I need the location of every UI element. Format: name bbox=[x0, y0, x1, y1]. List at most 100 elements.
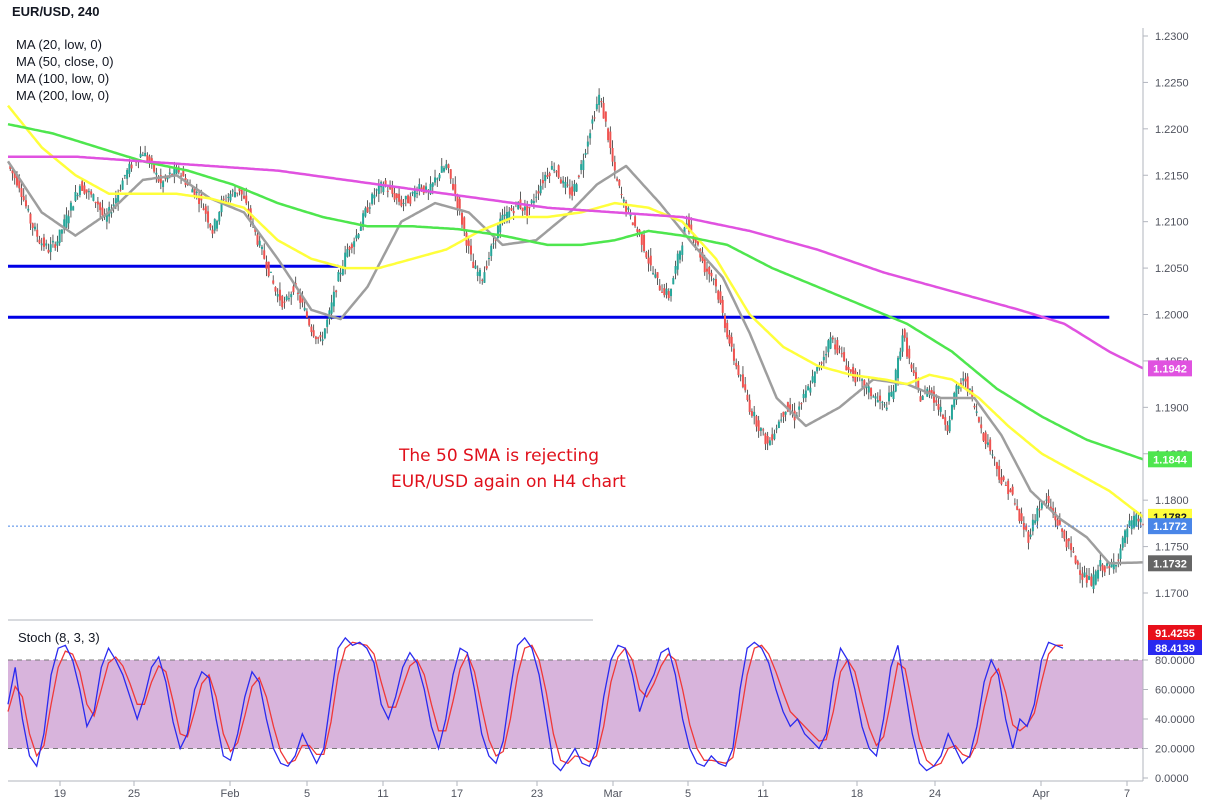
candle-body bbox=[843, 352, 846, 362]
candle-body bbox=[1074, 555, 1077, 564]
candle-body bbox=[672, 278, 675, 285]
candle-body bbox=[472, 261, 475, 268]
price-badge-label: 1.1732 bbox=[1153, 558, 1187, 570]
candle-body bbox=[807, 386, 810, 391]
candle-body bbox=[890, 392, 893, 397]
candle-body bbox=[341, 266, 344, 275]
candle-body bbox=[726, 322, 729, 338]
candle-body bbox=[604, 111, 607, 122]
candle-body bbox=[339, 272, 342, 275]
candle-body bbox=[879, 395, 882, 401]
candle-body bbox=[20, 188, 23, 197]
candle-body bbox=[348, 246, 351, 250]
candle-body bbox=[784, 411, 787, 415]
stoch-tick-label: 0.0000 bbox=[1155, 773, 1189, 785]
candle-body bbox=[128, 163, 131, 174]
candle-body bbox=[364, 208, 367, 217]
candle-body bbox=[1130, 520, 1133, 530]
candle-body bbox=[759, 428, 762, 431]
candle-body bbox=[618, 180, 621, 186]
candle-body bbox=[820, 362, 823, 364]
candle-body bbox=[11, 170, 14, 174]
candle-body bbox=[398, 193, 401, 202]
annotation-line-2: EUR/USD again on H4 chart bbox=[391, 472, 626, 492]
candle-body bbox=[377, 184, 380, 194]
candle-body bbox=[24, 200, 27, 207]
candle-body bbox=[292, 286, 295, 293]
candle-body bbox=[1092, 574, 1095, 589]
candle-body bbox=[1013, 503, 1016, 505]
candle-body bbox=[323, 328, 326, 339]
candle-body bbox=[27, 208, 30, 211]
candle-body bbox=[861, 379, 864, 381]
candle-body bbox=[1045, 499, 1048, 501]
candle-body bbox=[211, 229, 214, 234]
candle-body bbox=[995, 462, 998, 470]
candle-body bbox=[1076, 561, 1079, 565]
candle-body bbox=[467, 240, 470, 246]
stoch-tick-label: 80.0000 bbox=[1155, 655, 1195, 667]
candle-body bbox=[622, 199, 625, 202]
candle-body bbox=[393, 193, 396, 200]
candle-body bbox=[944, 417, 947, 425]
candle-body bbox=[723, 315, 726, 328]
candle-body bbox=[22, 196, 25, 201]
candle-body bbox=[272, 280, 275, 284]
candle-body bbox=[634, 216, 637, 227]
candle-body bbox=[652, 272, 655, 274]
candle-body bbox=[1133, 515, 1136, 528]
candle-body bbox=[847, 367, 850, 370]
ma-legend-100: MA (100, low, 0) bbox=[16, 71, 109, 86]
candle-body bbox=[222, 198, 225, 200]
candle-body bbox=[74, 191, 77, 201]
ma-legend-200: MA (200, low, 0) bbox=[16, 88, 109, 103]
candle-body bbox=[312, 330, 315, 337]
candle-body bbox=[15, 175, 18, 186]
price-badge-bg bbox=[1148, 518, 1192, 535]
time-tick-label: 24 bbox=[929, 788, 941, 800]
candle-body bbox=[265, 261, 268, 269]
candle-body bbox=[840, 353, 843, 355]
candle-body bbox=[501, 215, 504, 224]
candle-body bbox=[688, 216, 690, 232]
candle-body bbox=[825, 353, 828, 356]
candle-body bbox=[888, 392, 891, 402]
ma100-line bbox=[7, 122, 1144, 461]
candle-body bbox=[60, 229, 63, 234]
candle-body bbox=[110, 212, 113, 214]
candle-body bbox=[319, 335, 322, 338]
candle-body bbox=[1054, 512, 1057, 521]
candle-body bbox=[422, 185, 425, 194]
candle-body bbox=[101, 207, 104, 216]
candle-body bbox=[126, 170, 129, 179]
stoch-badge-label: 88.4139 bbox=[1155, 643, 1195, 655]
candle-body bbox=[571, 186, 574, 196]
candle-body bbox=[63, 219, 66, 230]
candle-body bbox=[910, 364, 913, 369]
candle-body bbox=[191, 189, 194, 193]
candle-body bbox=[326, 319, 329, 327]
candle-body bbox=[625, 202, 628, 212]
candle-body bbox=[899, 351, 902, 360]
candle-body bbox=[409, 196, 412, 204]
candle-body bbox=[463, 217, 466, 230]
candle-body bbox=[452, 183, 455, 190]
candle-body bbox=[168, 172, 171, 174]
candle-body bbox=[544, 174, 547, 181]
candle-body bbox=[816, 367, 819, 372]
candle-body bbox=[490, 245, 493, 257]
candle-body bbox=[38, 239, 41, 244]
candle-body bbox=[1027, 531, 1030, 543]
candle-body bbox=[492, 243, 495, 245]
candle-body bbox=[1011, 486, 1014, 495]
candle-body bbox=[694, 238, 697, 243]
candle-body bbox=[921, 396, 924, 400]
candle-body bbox=[83, 185, 86, 194]
candle-body bbox=[912, 370, 915, 374]
candle-body bbox=[811, 376, 814, 383]
candle-body bbox=[627, 207, 630, 210]
candle-body bbox=[317, 337, 320, 339]
candle-body bbox=[434, 177, 437, 183]
candle-body bbox=[831, 337, 834, 340]
